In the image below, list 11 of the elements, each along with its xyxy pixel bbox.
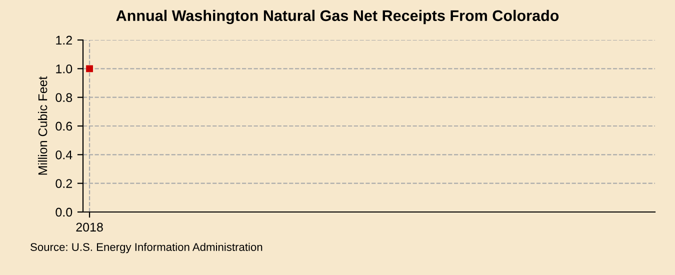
y-tick-label: 0.0	[56, 208, 72, 217]
y-tick-label: 1.0	[56, 64, 72, 74]
y-tick-label: 0.6	[56, 122, 72, 131]
x-tick-label: 2018	[76, 222, 103, 232]
y-tick-label: 1.2	[56, 36, 72, 45]
y-axis-title: Million Cubic Feet	[38, 76, 48, 175]
y-tick-label: 0.8	[56, 93, 72, 102]
y-tick-label: 0.4	[56, 150, 72, 160]
y-tick-label: 0.2	[56, 179, 72, 188]
text: Annual Washington Natural Gas Net Receipts From Colorado	[116, 10, 559, 24]
source-note: Source: U.S. Energy Information Administration	[30, 242, 262, 254]
